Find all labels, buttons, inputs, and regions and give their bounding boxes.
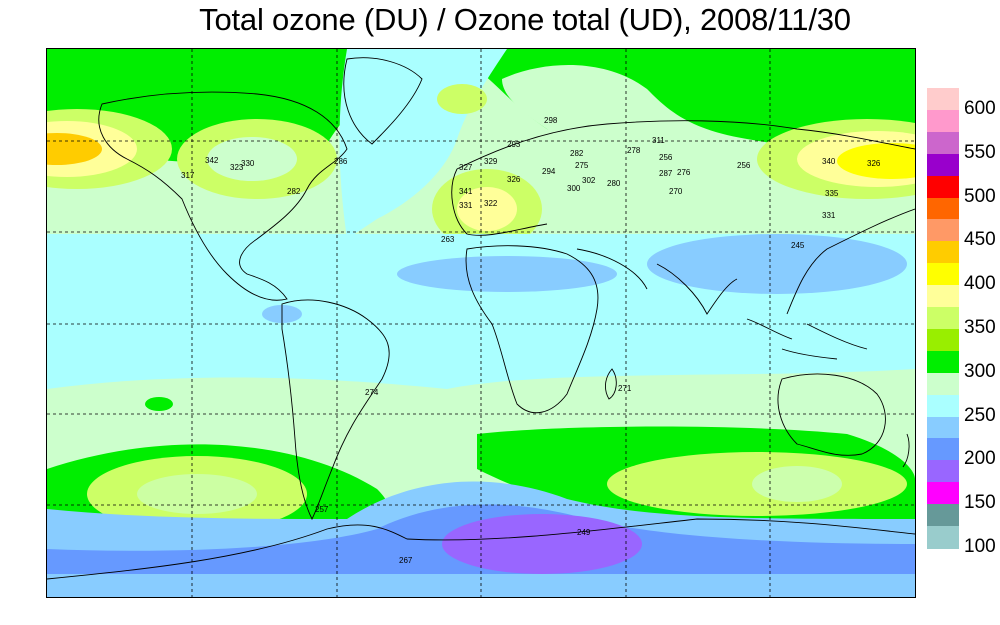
- legend-label: 450: [964, 229, 996, 251]
- greenland-high: [437, 84, 487, 114]
- antarctica-coast: [47, 518, 915, 580]
- station-value: 326: [507, 175, 521, 184]
- station-value: 342: [205, 156, 219, 165]
- station-value: 323: [230, 163, 244, 172]
- europe-asia-coast: [451, 120, 915, 315]
- ozone-map: 342 317 323 330 282 286 293 298 282 278 311 256 275 2…: [46, 48, 916, 598]
- legend-swatch: [927, 285, 959, 309]
- madagascar-coast: [605, 368, 617, 400]
- station-value: 331: [822, 211, 836, 220]
- australia-coast: [777, 373, 886, 456]
- station-value: 282: [287, 187, 301, 196]
- station-value: 275: [575, 161, 589, 170]
- legend-swatch: [927, 131, 959, 155]
- station-value: 287: [659, 169, 673, 178]
- north-america-coast: [98, 91, 348, 301]
- legend-swatch: [927, 504, 959, 528]
- legend-label: 350: [964, 317, 996, 338]
- station-value: 286: [334, 157, 348, 166]
- legend-swatch: [927, 394, 959, 418]
- station-value: 340: [822, 157, 836, 166]
- legend-swatch: [927, 526, 959, 549]
- station-value: 274: [365, 388, 379, 397]
- station-value: 331: [459, 201, 473, 210]
- station-value: 329: [484, 157, 498, 166]
- station-value: 282: [570, 149, 584, 158]
- siberia-high-3: [837, 143, 915, 179]
- station-value: 267: [399, 556, 413, 565]
- legend-swatch: [927, 153, 959, 177]
- station-value: 298: [544, 116, 558, 125]
- legend-swatch: [927, 88, 959, 111]
- station-value: 335: [825, 189, 839, 198]
- legend-swatch: [927, 197, 959, 221]
- legend-label: 100: [964, 536, 996, 557]
- station-value: 302: [582, 176, 596, 185]
- station-value: 330: [241, 159, 255, 168]
- station-value: 256: [659, 153, 673, 162]
- legend-label: 500: [964, 185, 996, 207]
- station-value: 293: [507, 140, 521, 149]
- legend-label: 550: [964, 141, 996, 163]
- legend-swatch: [927, 219, 959, 243]
- station-value: 317: [181, 171, 195, 180]
- legend-swatch: [927, 175, 959, 199]
- legend-swatch: [927, 241, 959, 265]
- station-value: 300: [567, 184, 581, 193]
- legend-swatch: [927, 460, 959, 484]
- south-atlantic-spot: [145, 397, 173, 411]
- station-value: 270: [669, 187, 683, 196]
- legend-swatch: [927, 307, 959, 330]
- legend-swatch: [927, 350, 959, 374]
- legend-swatch: [927, 263, 959, 287]
- station-value: 276: [677, 168, 691, 177]
- lat-lon-grid: [47, 49, 915, 597]
- south-america-coast: [281, 299, 390, 521]
- station-value: 327: [459, 163, 473, 172]
- legend-label: 200: [964, 448, 996, 470]
- southeast-asia-islands: [746, 318, 868, 360]
- legend-label: 300: [964, 360, 996, 382]
- legend-label: 600: [964, 98, 996, 119]
- legend-label: 400: [964, 273, 996, 295]
- legend-label: 150: [964, 492, 996, 514]
- south-pacific-high-2: [137, 474, 257, 514]
- new-zealand-coast: [902, 433, 910, 468]
- greenland-coast: [343, 57, 423, 145]
- canada-high-2: [207, 137, 297, 181]
- south-indian-high-2: [752, 466, 842, 502]
- europe-high-2: [457, 187, 517, 231]
- station-value: 257: [315, 505, 329, 514]
- station-value: 326: [867, 159, 881, 168]
- station-value: 311: [652, 136, 665, 145]
- legend-swatch: [927, 372, 959, 396]
- station-value: 294: [542, 167, 556, 176]
- legend-swatch: [927, 416, 959, 440]
- legend-swatch: [927, 482, 959, 506]
- legend-swatch: [927, 328, 959, 352]
- legend-swatch: [927, 438, 959, 462]
- station-value: 341: [459, 187, 473, 196]
- station-value: 280: [607, 179, 621, 188]
- station-value: 263: [441, 235, 455, 244]
- station-value: 271: [618, 384, 632, 393]
- arabia-india-coast: [576, 248, 738, 315]
- asia-low: [647, 234, 907, 294]
- station-value: 245: [791, 241, 805, 250]
- ozone-contour-map: [47, 49, 915, 597]
- station-value: 249: [577, 528, 591, 537]
- station-value: 256: [737, 161, 751, 170]
- station-value: 278: [627, 146, 641, 155]
- legend-swatch: [927, 109, 959, 133]
- page-title: Total ozone (DU) / Ozone total (UD), 200…: [199, 2, 851, 37]
- station-value: 322: [484, 199, 498, 208]
- ozone-hole: [442, 514, 642, 574]
- legend-label: 250: [964, 404, 996, 426]
- africa-low: [397, 256, 617, 292]
